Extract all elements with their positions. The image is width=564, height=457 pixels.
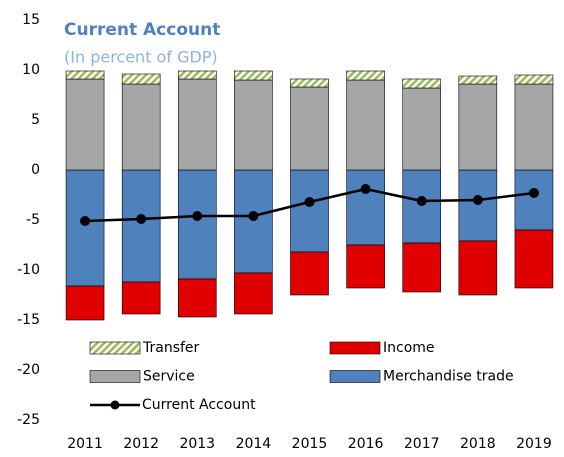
bar-segment (177, 78, 217, 171)
line-marker (248, 211, 259, 221)
chart-subtitle: (In percent of GDP) (64, 48, 218, 67)
line-marker (136, 214, 147, 224)
legend-swatch (89, 341, 141, 355)
bar-segment (121, 281, 161, 315)
line-marker (192, 211, 203, 221)
bar-segment (346, 70, 385, 81)
bar-segment (514, 169, 554, 231)
y-tick-label: 0 (31, 162, 40, 178)
legend-swatch (110, 400, 120, 410)
y-tick-label: -20 (17, 362, 40, 378)
bar-segment (514, 74, 554, 85)
bar-segment (177, 70, 217, 80)
bar-segment (402, 169, 442, 244)
x-tick-label: 2019 (516, 436, 552, 452)
line-marker (80, 216, 91, 226)
legend-swatch (329, 341, 381, 355)
x-tick-label: 2018 (460, 436, 496, 452)
bar-segment (290, 169, 329, 253)
y-tick-label: 5 (31, 112, 40, 128)
bar-segment (402, 87, 442, 171)
bar-segment (346, 244, 385, 289)
y-tick-label: 15 (22, 12, 40, 28)
line-marker (304, 197, 315, 207)
x-tick-label: 2016 (348, 436, 384, 452)
bar-segment (290, 251, 329, 296)
bar-segment (458, 240, 498, 296)
bar-segment (402, 242, 442, 293)
x-tick-label: 2013 (179, 436, 215, 452)
x-tick-label: 2014 (236, 436, 272, 452)
line-marker (416, 196, 427, 206)
bar-segment (65, 78, 105, 171)
y-tick-label: -25 (17, 412, 40, 428)
bar-segment (234, 272, 273, 315)
y-tick-label: 10 (22, 62, 40, 78)
legend-label: Service (143, 369, 195, 385)
x-tick-label: 2015 (292, 436, 328, 452)
bar-segment (234, 79, 273, 171)
bar-segment (458, 169, 498, 242)
legend-label: Transfer (142, 340, 200, 356)
legend-swatch (89, 370, 141, 383)
bar-segment (290, 86, 329, 171)
bar-segment (65, 285, 105, 321)
legend-label: Income (383, 340, 435, 356)
bar-segment (121, 73, 161, 85)
bar-segment (65, 169, 105, 287)
y-tick-label: -10 (17, 262, 40, 278)
bar-segment (458, 83, 498, 171)
chart-title: Current Account (64, 20, 220, 40)
bar-segment (514, 83, 554, 171)
bar-segment (121, 169, 161, 283)
bar-segment (402, 78, 442, 89)
bar-segment (346, 79, 385, 171)
line-marker (472, 195, 483, 205)
y-tick-label: -5 (26, 212, 40, 228)
bar-segment (177, 278, 217, 318)
bar-segment (234, 70, 273, 81)
bar-segment (234, 169, 273, 274)
legend-label: Merchandise trade (383, 369, 514, 385)
y-tick-label: -15 (17, 312, 40, 328)
legend-swatch (329, 370, 381, 383)
bar-segment (346, 169, 385, 246)
bar-segment (65, 70, 105, 80)
line-marker (360, 184, 371, 194)
x-tick-label: 2017 (404, 436, 440, 452)
x-tick-label: 2011 (67, 436, 103, 452)
x-tick-label: 2012 (123, 436, 159, 452)
bar-segment (121, 83, 161, 171)
bar-segment (290, 78, 329, 88)
bar-segment (514, 229, 554, 289)
legend-label: Current Account (142, 397, 256, 413)
line-marker (528, 188, 539, 198)
bar-segment (177, 169, 217, 280)
bar-segment (458, 75, 498, 85)
